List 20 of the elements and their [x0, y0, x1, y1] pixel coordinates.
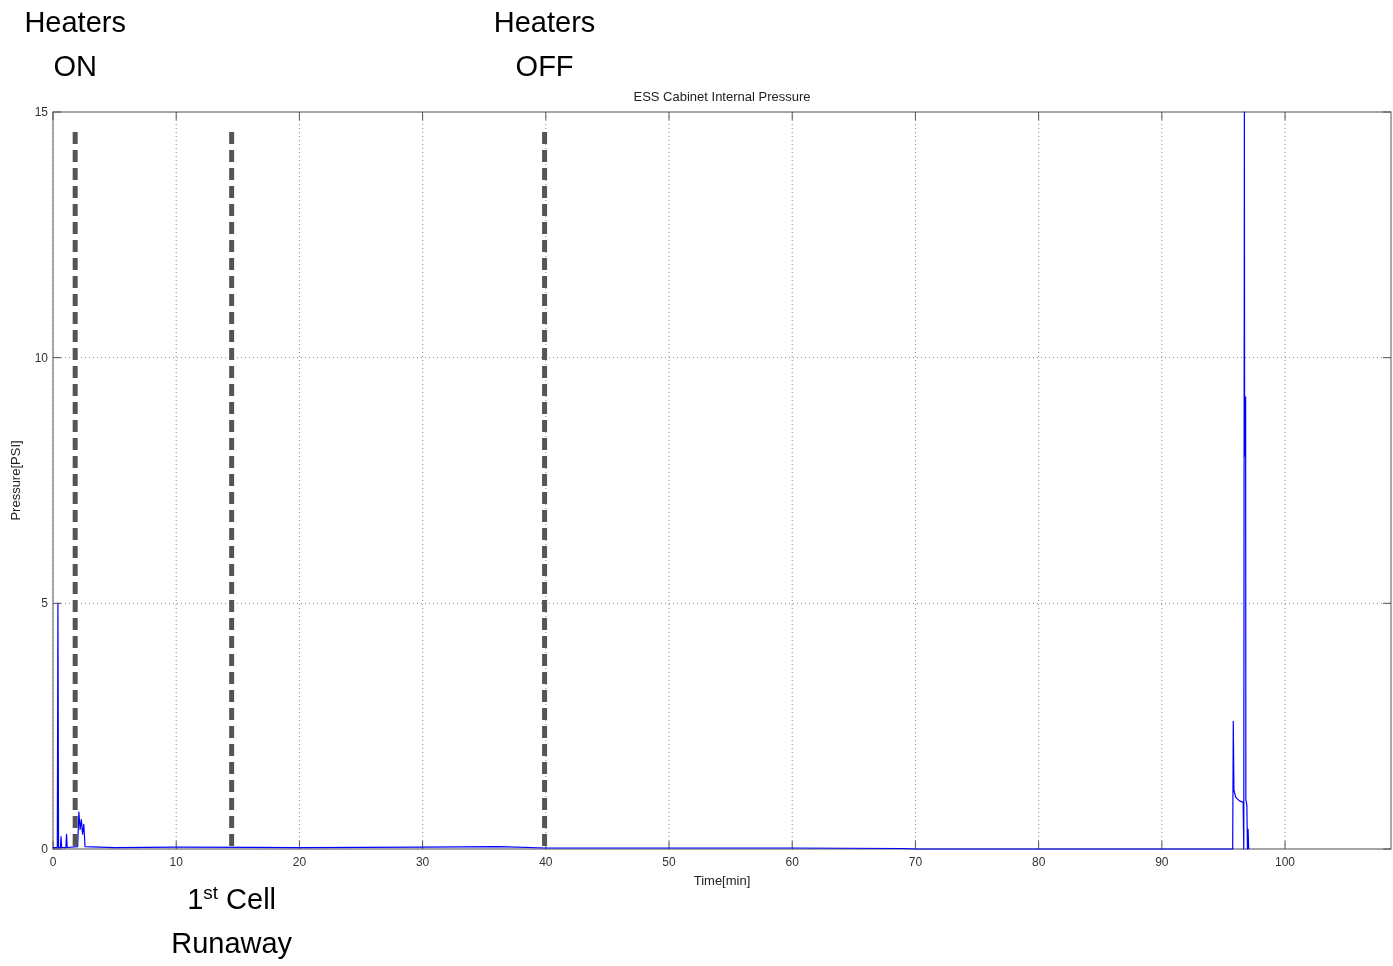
y-tick-label: 0	[41, 842, 49, 856]
y-tick-label: 5	[41, 596, 49, 611]
x-axis-title: Time[min]	[693, 873, 751, 888]
x-tick-label: 40	[539, 855, 553, 869]
y-axis-title: Pressure[PSI]	[8, 440, 23, 521]
ref-line-label: Heaters ON	[24, 6, 126, 82]
x-tick-label: 30	[415, 855, 430, 869]
x-tick-label: 80	[1031, 855, 1046, 869]
chart-title: ESS Cabinet Internal Pressure	[633, 89, 811, 104]
x-tick-label: 90	[1155, 855, 1169, 869]
y-tick-label: 10	[34, 350, 49, 365]
x-tick-label: 20	[292, 855, 307, 869]
ref-line-label: Heaters OFF	[493, 6, 596, 82]
x-tick-label: 70	[908, 855, 923, 869]
x-tick-label: 10	[169, 855, 184, 869]
x-tick-label: 60	[785, 855, 800, 869]
x-tick-label: 100	[1275, 855, 1296, 869]
y-tick-label: 15	[34, 105, 49, 119]
ref-line-label: 1$^{st}$ Cell Runaway	[171, 881, 293, 959]
x-tick-label: 50	[662, 855, 677, 869]
